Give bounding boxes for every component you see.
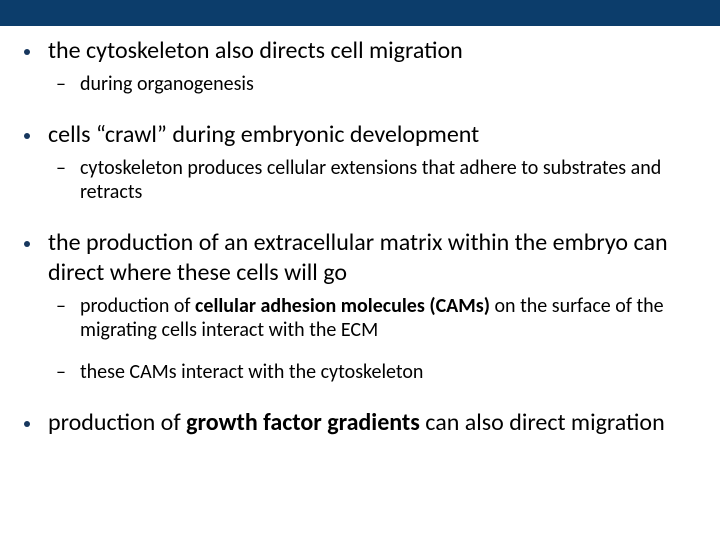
- bullet-dash-icon: –: [56, 156, 66, 180]
- bullet-sub-text: these CAMs interact with the cytoskeleto…: [80, 360, 423, 384]
- text-run: growth factor gradients: [186, 408, 420, 437]
- spacer: [18, 390, 702, 408]
- bullet-sub: –production of cellular adhesion molecul…: [56, 294, 702, 342]
- text-run: the production of an extracellular matri…: [48, 228, 668, 287]
- bullet-main: production of growth factor gradients ca…: [18, 408, 702, 438]
- text-run: cytoskeleton produces cellular extension…: [80, 156, 661, 204]
- bullet-sub-text: production of cellular adhesion molecule…: [80, 294, 702, 342]
- text-run: cells “crawl” during embryonic developme…: [48, 120, 479, 149]
- bullet-main-text: cells “crawl” during embryonic developme…: [48, 120, 479, 150]
- text-run: cellular adhesion molecules (CAMs): [195, 294, 490, 318]
- bullet-dot-icon: [24, 241, 30, 247]
- bullet-sub: –these CAMs interact with the cytoskelet…: [56, 360, 702, 384]
- bullet-sub-text: during organogenesis: [80, 72, 254, 96]
- bullet-dash-icon: –: [56, 72, 66, 96]
- bullet-sub-text: cytoskeleton produces cellular extension…: [80, 156, 702, 204]
- bullet-sub: –cytoskeleton produces cellular extensio…: [56, 156, 702, 204]
- bullet-main-text: production of growth factor gradients ca…: [48, 408, 665, 438]
- spacer: [18, 348, 702, 360]
- spacer: [18, 102, 702, 120]
- bullet-main: the cytoskeleton also directs cell migra…: [18, 36, 702, 66]
- bullet-main-text: the production of an extracellular matri…: [48, 228, 702, 288]
- text-run: production of: [80, 294, 195, 318]
- text-run: during organogenesis: [80, 72, 254, 96]
- bullet-dot-icon: [24, 133, 30, 139]
- text-run: can also direct migration: [420, 408, 665, 437]
- bullet-main: cells “crawl” during embryonic developme…: [18, 120, 702, 150]
- bullet-dash-icon: –: [56, 360, 66, 384]
- text-run: the cytoskeleton also directs cell migra…: [48, 36, 463, 65]
- bullet-dash-icon: –: [56, 294, 66, 318]
- spacer: [18, 210, 702, 228]
- text-run: these CAMs interact with the cytoskeleto…: [80, 360, 423, 384]
- bullet-dot-icon: [24, 49, 30, 55]
- bullet-main-text: the cytoskeleton also directs cell migra…: [48, 36, 463, 66]
- slide-content: the cytoskeleton also directs cell migra…: [0, 26, 720, 438]
- bullet-dot-icon: [24, 421, 30, 427]
- bullet-sub: –during organogenesis: [56, 72, 702, 96]
- bullet-main: the production of an extracellular matri…: [18, 228, 702, 288]
- title-bar: [0, 0, 720, 26]
- text-run: production of: [48, 408, 186, 437]
